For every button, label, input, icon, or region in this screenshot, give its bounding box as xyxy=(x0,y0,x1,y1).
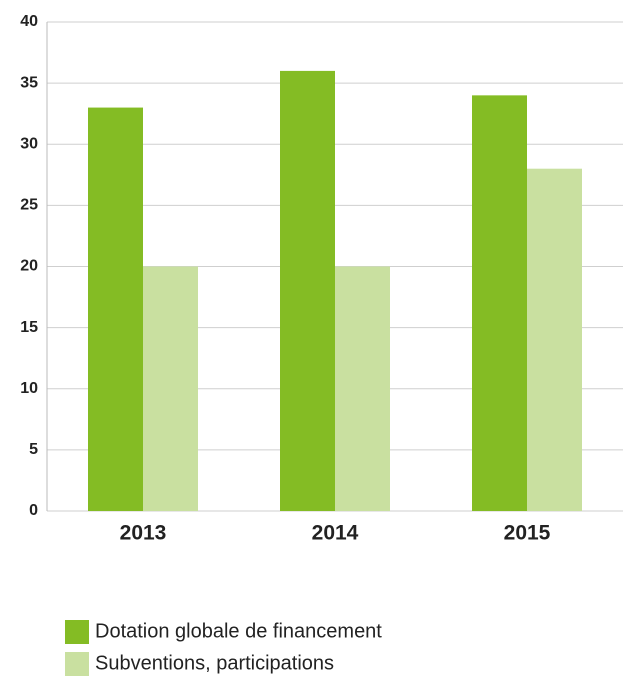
y-tick-label: 30 xyxy=(20,135,38,152)
bar xyxy=(472,95,527,511)
legend-swatch xyxy=(65,652,89,676)
y-tick-label: 10 xyxy=(20,380,38,397)
y-tick-label: 15 xyxy=(20,319,38,336)
y-tick-label: 20 xyxy=(20,258,38,275)
legend-label: Subventions, participations xyxy=(95,652,334,674)
y-tick-label: 25 xyxy=(20,197,38,214)
legend-label: Dotation globale de financement xyxy=(95,620,382,642)
y-tick-label: 5 xyxy=(29,441,38,458)
x-tick-label: 2013 xyxy=(120,522,167,545)
bar xyxy=(88,107,143,511)
bar xyxy=(335,266,390,511)
legend-swatch xyxy=(65,620,89,644)
y-tick-label: 40 xyxy=(20,13,38,30)
x-tick-label: 2014 xyxy=(312,522,359,545)
bar xyxy=(280,70,335,512)
x-tick-label: 2015 xyxy=(504,522,551,545)
y-tick-label: 35 xyxy=(20,74,38,91)
bar xyxy=(143,266,198,511)
bar xyxy=(527,168,582,511)
y-tick-label: 0 xyxy=(29,502,38,519)
